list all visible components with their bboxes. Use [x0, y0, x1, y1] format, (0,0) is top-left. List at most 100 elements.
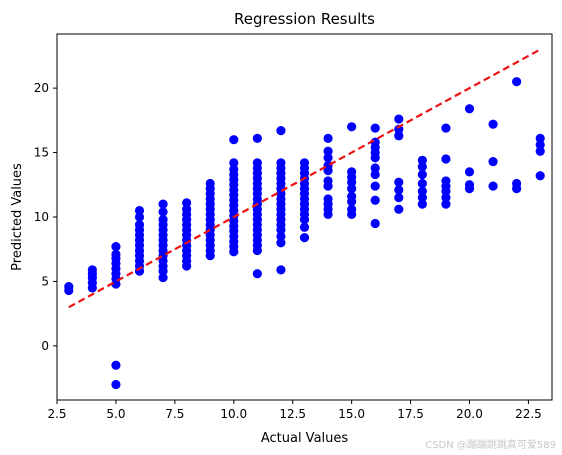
scatter-point — [512, 77, 522, 87]
scatter-point — [276, 238, 286, 248]
scatter-point — [535, 140, 545, 150]
scatter-point — [229, 135, 239, 145]
x-axis-label: Actual Values — [261, 431, 349, 446]
scatter-point — [87, 265, 97, 275]
x-tick-label: 22.5 — [515, 407, 542, 421]
scatter-point — [134, 205, 145, 216]
scatter-point — [417, 178, 427, 189]
scatter-point — [252, 133, 262, 143]
x-tick-label: 20.0 — [456, 407, 483, 421]
y-tick-label: 15 — [34, 146, 49, 160]
scatter-point — [323, 153, 333, 163]
scatter-point — [347, 191, 357, 201]
scatter-point — [535, 146, 545, 156]
scatter-point — [417, 186, 427, 196]
scatter-point — [370, 169, 380, 180]
scatter-point — [394, 124, 404, 134]
scatter-point — [535, 133, 545, 143]
scatter-point — [394, 193, 404, 203]
x-tick-label: 17.5 — [397, 407, 424, 421]
scatter-point — [441, 123, 451, 133]
scatter-point — [370, 181, 380, 191]
scatter-point — [488, 181, 498, 191]
scatter-point — [205, 178, 215, 189]
scatter-point — [252, 269, 262, 279]
scatter-point — [394, 114, 404, 124]
x-tick-label: 2.5 — [47, 407, 66, 421]
scatter-point — [535, 171, 545, 181]
scatter-point — [323, 176, 333, 186]
scatter-point — [252, 158, 262, 168]
scatter-point — [347, 122, 357, 132]
scatter-point — [299, 158, 310, 168]
y-tick-label: 0 — [41, 339, 49, 353]
scatter-points — [64, 77, 545, 390]
y-axis-label: Predicted Values — [10, 163, 25, 271]
scatter-point — [417, 155, 427, 165]
scatter-point — [323, 194, 333, 204]
scatter-point — [347, 204, 357, 214]
y-tick-label: 5 — [41, 274, 49, 288]
scatter-point — [111, 242, 121, 252]
scatter-point — [394, 131, 404, 141]
x-tick-label: 7.5 — [165, 407, 184, 421]
scatter-point — [464, 180, 475, 190]
scatter-point — [370, 163, 380, 173]
scatter-point — [276, 126, 286, 136]
scatter-point — [229, 164, 239, 174]
x-tick-label: 10.0 — [220, 407, 247, 421]
scatter-point — [347, 167, 357, 177]
scatter-point — [394, 204, 404, 214]
y-axis-ticks: 0 5 10 15 20 — [34, 81, 57, 353]
scatter-point — [370, 218, 380, 229]
x-tick-label: 15.0 — [338, 407, 365, 421]
scatter-point — [441, 199, 451, 209]
chart-title: Regression Results — [234, 10, 375, 28]
reference-line — [68, 48, 541, 309]
watermark-text: CSDN @蹦蹦跳跳真可爱589 — [425, 440, 556, 451]
scatter-point — [229, 158, 239, 168]
scatter-point — [323, 146, 333, 156]
scatter-point — [323, 133, 333, 143]
scatter-point — [347, 184, 357, 194]
scatter-point — [488, 156, 498, 167]
scatter-point — [394, 185, 404, 195]
scatter-point — [394, 177, 404, 187]
reference-line-layer — [68, 48, 541, 309]
scatter-point — [417, 162, 427, 172]
scatter-point — [370, 195, 380, 205]
scatter-point — [441, 154, 451, 164]
scatter-point — [464, 104, 475, 114]
scatter-point — [276, 158, 286, 168]
scatter-point — [158, 214, 168, 225]
scatter-point — [417, 169, 427, 180]
scatter-point — [111, 379, 121, 390]
scatter-point — [64, 281, 74, 292]
scatter-point — [464, 167, 475, 177]
scatter-point — [417, 193, 427, 203]
scatter-point — [276, 265, 286, 275]
y-tick-label: 10 — [34, 210, 49, 224]
x-tick-label: 12.5 — [279, 407, 306, 421]
scatter-point — [158, 207, 168, 217]
scatter-point — [276, 231, 286, 241]
scatter-point — [134, 212, 145, 222]
scatter-point — [182, 198, 192, 208]
scatter-point — [299, 233, 310, 243]
scatter-point — [441, 193, 451, 203]
scatter-point — [441, 176, 451, 186]
scatter-point — [182, 204, 192, 214]
scatter-point — [488, 119, 498, 129]
scatter-point — [134, 220, 145, 230]
x-axis-ticks: 2.5 5.0 7.5 10.0 12.5 15.0 17.5 20.0 22.5 — [47, 400, 542, 421]
scatter-point — [158, 199, 168, 209]
scatter-point — [299, 222, 310, 232]
y-tick-label: 20 — [34, 81, 49, 95]
scatter-point — [111, 360, 121, 370]
scatter-point — [370, 123, 380, 133]
scatter-point — [512, 178, 522, 189]
scatter-point — [158, 272, 168, 283]
scatter-point — [111, 249, 121, 259]
scatter-point — [417, 199, 427, 209]
